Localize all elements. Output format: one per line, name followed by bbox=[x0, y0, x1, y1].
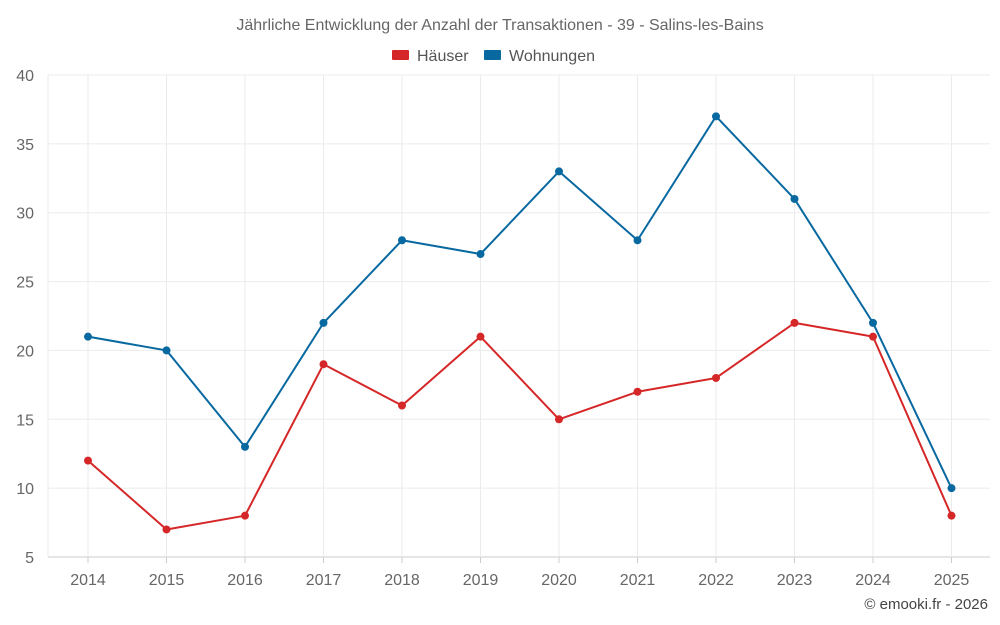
data-point-wohnungen[interactable] bbox=[633, 236, 642, 245]
data-point-wohnungen[interactable] bbox=[712, 112, 720, 121]
data-point-haeuser[interactable] bbox=[319, 360, 328, 369]
x-tick-label: 2021 bbox=[620, 572, 656, 589]
data-point-haeuser[interactable] bbox=[476, 332, 485, 341]
legend-item-wohnungen[interactable]: Wohnungen bbox=[484, 48, 595, 65]
data-point-wohnungen[interactable] bbox=[555, 167, 563, 176]
series-haeuser bbox=[84, 318, 956, 534]
chart-title: Jährliche Entwicklung der Anzahl der Tra… bbox=[236, 17, 763, 34]
legend-item-haeuser[interactable]: Häuser bbox=[392, 48, 469, 65]
series-wohnungen bbox=[84, 112, 956, 493]
data-point-haeuser[interactable] bbox=[712, 373, 720, 382]
credit-text: © emooki.fr - 2026 bbox=[864, 596, 988, 613]
data-point-haeuser[interactable] bbox=[790, 318, 799, 327]
y-tick-label: 25 bbox=[16, 275, 34, 292]
data-point-haeuser[interactable] bbox=[162, 525, 171, 534]
legend-label-haeuser: Häuser bbox=[417, 48, 469, 65]
y-tick-label: 20 bbox=[16, 343, 34, 360]
data-point-haeuser[interactable] bbox=[555, 415, 563, 424]
data-point-wohnungen[interactable] bbox=[869, 318, 877, 327]
data-point-haeuser[interactable] bbox=[947, 511, 956, 520]
series-line-wohnungen bbox=[87, 115, 953, 489]
y-tick-label: 10 bbox=[16, 481, 34, 498]
x-tick-label: 2017 bbox=[306, 572, 342, 589]
y-tick-label: 40 bbox=[16, 68, 34, 85]
x-tick-label: 2020 bbox=[541, 572, 577, 589]
legend-label-wohnungen: Wohnungen bbox=[509, 48, 595, 65]
y-tick-label: 5 bbox=[25, 550, 34, 567]
x-tick-label: 2014 bbox=[70, 572, 106, 589]
y-tick-label: 30 bbox=[16, 206, 34, 223]
data-point-wohnungen[interactable] bbox=[241, 442, 249, 451]
x-tick-label: 2023 bbox=[777, 572, 813, 589]
data-point-haeuser[interactable] bbox=[398, 401, 406, 410]
data-point-haeuser[interactable] bbox=[869, 332, 877, 341]
legend-swatch-wohnungen bbox=[484, 50, 501, 60]
x-tick-label: 2019 bbox=[463, 572, 499, 589]
data-point-haeuser[interactable] bbox=[633, 387, 642, 396]
x-tick-label: 2016 bbox=[227, 572, 263, 589]
x-tick-label: 2025 bbox=[934, 572, 970, 589]
data-point-wohnungen[interactable] bbox=[476, 250, 485, 259]
data-point-wohnungen[interactable] bbox=[84, 332, 92, 341]
data-point-wohnungen[interactable] bbox=[162, 346, 171, 355]
data-point-haeuser[interactable] bbox=[241, 511, 249, 520]
x-tick-label: 2022 bbox=[698, 572, 734, 589]
series-line-haeuser bbox=[87, 321, 953, 531]
x-tick-label: 2018 bbox=[384, 572, 420, 589]
data-point-haeuser[interactable] bbox=[84, 456, 92, 465]
data-point-wohnungen[interactable] bbox=[319, 318, 328, 327]
legend: Häuser Wohnungen bbox=[392, 48, 595, 65]
series-layer bbox=[84, 112, 956, 534]
data-point-wohnungen[interactable] bbox=[790, 194, 799, 203]
x-tick-label: 2015 bbox=[149, 572, 185, 589]
x-axis-ticks: 2014 2015 2016 2017 2018 2019 2020 2021 2022 2023… bbox=[70, 572, 969, 589]
x-tick-label: 2024 bbox=[855, 572, 891, 589]
y-tick-label: 15 bbox=[16, 412, 34, 429]
y-axis-ticks: 5 10 15 20 25 30 35 40 bbox=[16, 68, 34, 567]
legend-swatch-haeuser bbox=[392, 50, 409, 60]
y-tick-label: 35 bbox=[16, 137, 34, 154]
data-point-wohnungen[interactable] bbox=[398, 236, 406, 245]
grid bbox=[47, 74, 990, 563]
data-point-wohnungen[interactable] bbox=[947, 484, 956, 493]
